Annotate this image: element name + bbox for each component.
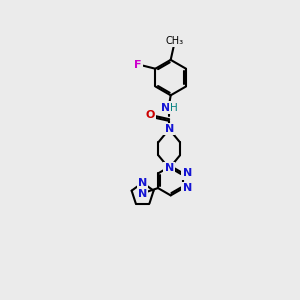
Text: N: N bbox=[183, 183, 192, 193]
Text: O: O bbox=[146, 110, 155, 120]
Text: F: F bbox=[134, 60, 141, 70]
Text: N: N bbox=[161, 103, 171, 112]
Text: CH₃: CH₃ bbox=[166, 36, 184, 46]
Text: N: N bbox=[183, 168, 192, 178]
Text: N: N bbox=[138, 189, 147, 199]
Text: N: N bbox=[164, 124, 174, 134]
Text: N: N bbox=[138, 178, 147, 188]
Text: N: N bbox=[164, 164, 174, 173]
Text: H: H bbox=[170, 103, 178, 113]
